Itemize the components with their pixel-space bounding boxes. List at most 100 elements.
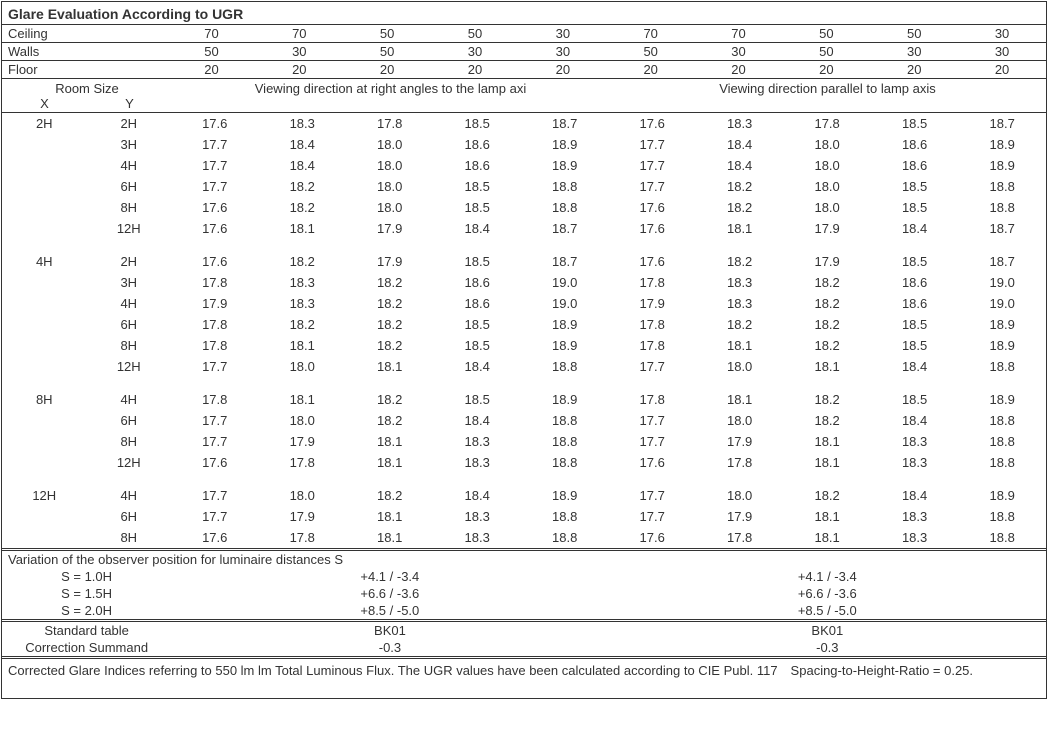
ugr-value: 18.3 [258, 272, 345, 293]
x-value [2, 155, 87, 176]
ugr-value: 17.6 [171, 197, 258, 218]
reflect-value: 30 [519, 25, 607, 43]
ugr-value: 18.0 [346, 155, 433, 176]
ugr-value: 17.9 [696, 431, 783, 452]
ugr-value: 18.8 [521, 527, 608, 548]
standard-table: Standard tableBK01BK01Correction Summand… [2, 619, 1046, 656]
reflect-value: 50 [607, 43, 695, 61]
ugr-value: 17.9 [346, 218, 433, 239]
ugr-value: 18.9 [521, 155, 608, 176]
y-value: 2H [87, 251, 172, 272]
ugr-value: 17.6 [608, 527, 695, 548]
ugr-value: 17.7 [608, 410, 695, 431]
ugr-value: 17.8 [171, 335, 258, 356]
y-value: 6H [87, 176, 172, 197]
ugr-value: 18.5 [433, 251, 520, 272]
ugr-value: 17.7 [171, 410, 258, 431]
y-value: 8H [87, 527, 172, 548]
ugr-value: 17.8 [346, 113, 433, 134]
variation-b: +6.6 / -3.6 [609, 585, 1046, 602]
ugr-value: 18.2 [783, 335, 870, 356]
reflect-value: 20 [255, 61, 343, 79]
ugr-value: 18.2 [346, 389, 433, 410]
ugr-value: 18.7 [958, 113, 1046, 134]
ugr-value: 18.7 [958, 218, 1046, 239]
ugr-value: 18.3 [696, 113, 783, 134]
s-label: S = 1.5H [2, 585, 171, 602]
ugr-value: 18.2 [258, 176, 345, 197]
std-b: -0.3 [609, 639, 1046, 656]
reflect-label: Ceiling [2, 25, 168, 43]
ugr-value: 17.6 [171, 452, 258, 473]
ugr-value: 18.1 [346, 527, 433, 548]
x-value: 8H [2, 389, 87, 410]
ugr-value: 17.7 [171, 155, 258, 176]
room-size-label: Room Size [2, 81, 172, 96]
x-value [2, 431, 87, 452]
variation-b: +8.5 / -5.0 [609, 602, 1046, 619]
y-value: 6H [87, 314, 172, 335]
ugr-value: 19.0 [958, 293, 1046, 314]
ugr-value: 18.5 [871, 314, 958, 335]
ugr-data-table: 2H2H17.618.317.818.518.717.618.317.818.5… [2, 113, 1046, 548]
ugr-value: 18.9 [958, 314, 1046, 335]
ugr-value: 18.3 [433, 452, 520, 473]
ugr-value: 17.8 [696, 527, 783, 548]
reflect-value: 70 [255, 25, 343, 43]
ugr-value: 17.6 [608, 218, 695, 239]
reflect-value: 20 [958, 61, 1046, 79]
ugr-value: 17.7 [171, 176, 258, 197]
ugr-value: 18.0 [783, 155, 870, 176]
ugr-value: 18.2 [258, 251, 345, 272]
ugr-value: 18.8 [958, 197, 1046, 218]
ugr-value: 18.3 [433, 431, 520, 452]
ugr-value: 18.8 [521, 431, 608, 452]
reflect-label: Walls [2, 43, 168, 61]
ugr-value: 18.6 [871, 155, 958, 176]
ugr-value: 18.0 [258, 410, 345, 431]
ugr-value: 18.8 [958, 410, 1046, 431]
x-value [2, 197, 87, 218]
ugr-value: 18.3 [871, 506, 958, 527]
reflect-value: 30 [958, 25, 1046, 43]
ugr-value: 18.1 [783, 506, 870, 527]
std-b: BK01 [609, 621, 1046, 640]
ugr-value: 18.2 [346, 314, 433, 335]
ugr-value: 18.8 [521, 356, 608, 377]
ugr-value: 18.3 [258, 293, 345, 314]
ugr-value: 19.0 [958, 272, 1046, 293]
ugr-value: 17.7 [171, 485, 258, 506]
ugr-value: 18.1 [346, 431, 433, 452]
variation-a: +8.5 / -5.0 [171, 602, 608, 619]
reflect-value: 30 [431, 43, 519, 61]
ugr-value: 18.9 [521, 485, 608, 506]
ugr-value: 18.1 [696, 335, 783, 356]
reflect-value: 50 [782, 25, 870, 43]
ugr-value: 18.1 [783, 431, 870, 452]
x-value [2, 410, 87, 431]
ugr-value: 18.1 [783, 527, 870, 548]
y-value: 8H [87, 197, 172, 218]
ugr-value: 17.7 [608, 485, 695, 506]
ugr-value: 18.2 [696, 197, 783, 218]
ugr-value: 18.9 [521, 134, 608, 155]
ugr-value: 18.8 [958, 452, 1046, 473]
ugr-value: 17.8 [608, 335, 695, 356]
ugr-value: 18.7 [521, 113, 608, 134]
reflect-value: 20 [431, 61, 519, 79]
reflect-value: 30 [870, 43, 958, 61]
ugr-value: 18.8 [958, 176, 1046, 197]
ugr-value: 18.2 [783, 410, 870, 431]
ugr-value: 17.9 [783, 218, 870, 239]
ugr-value: 19.0 [521, 272, 608, 293]
ugr-value: 18.5 [871, 113, 958, 134]
ugr-value: 17.7 [171, 431, 258, 452]
ugr-value: 18.5 [871, 176, 958, 197]
ugr-value: 17.6 [608, 197, 695, 218]
x-value: 12H [2, 485, 87, 506]
ugr-value: 18.3 [871, 452, 958, 473]
ugr-value: 18.7 [958, 251, 1046, 272]
ugr-value: 17.9 [258, 431, 345, 452]
ugr-value: 18.4 [258, 155, 345, 176]
ugr-value: 17.9 [258, 506, 345, 527]
